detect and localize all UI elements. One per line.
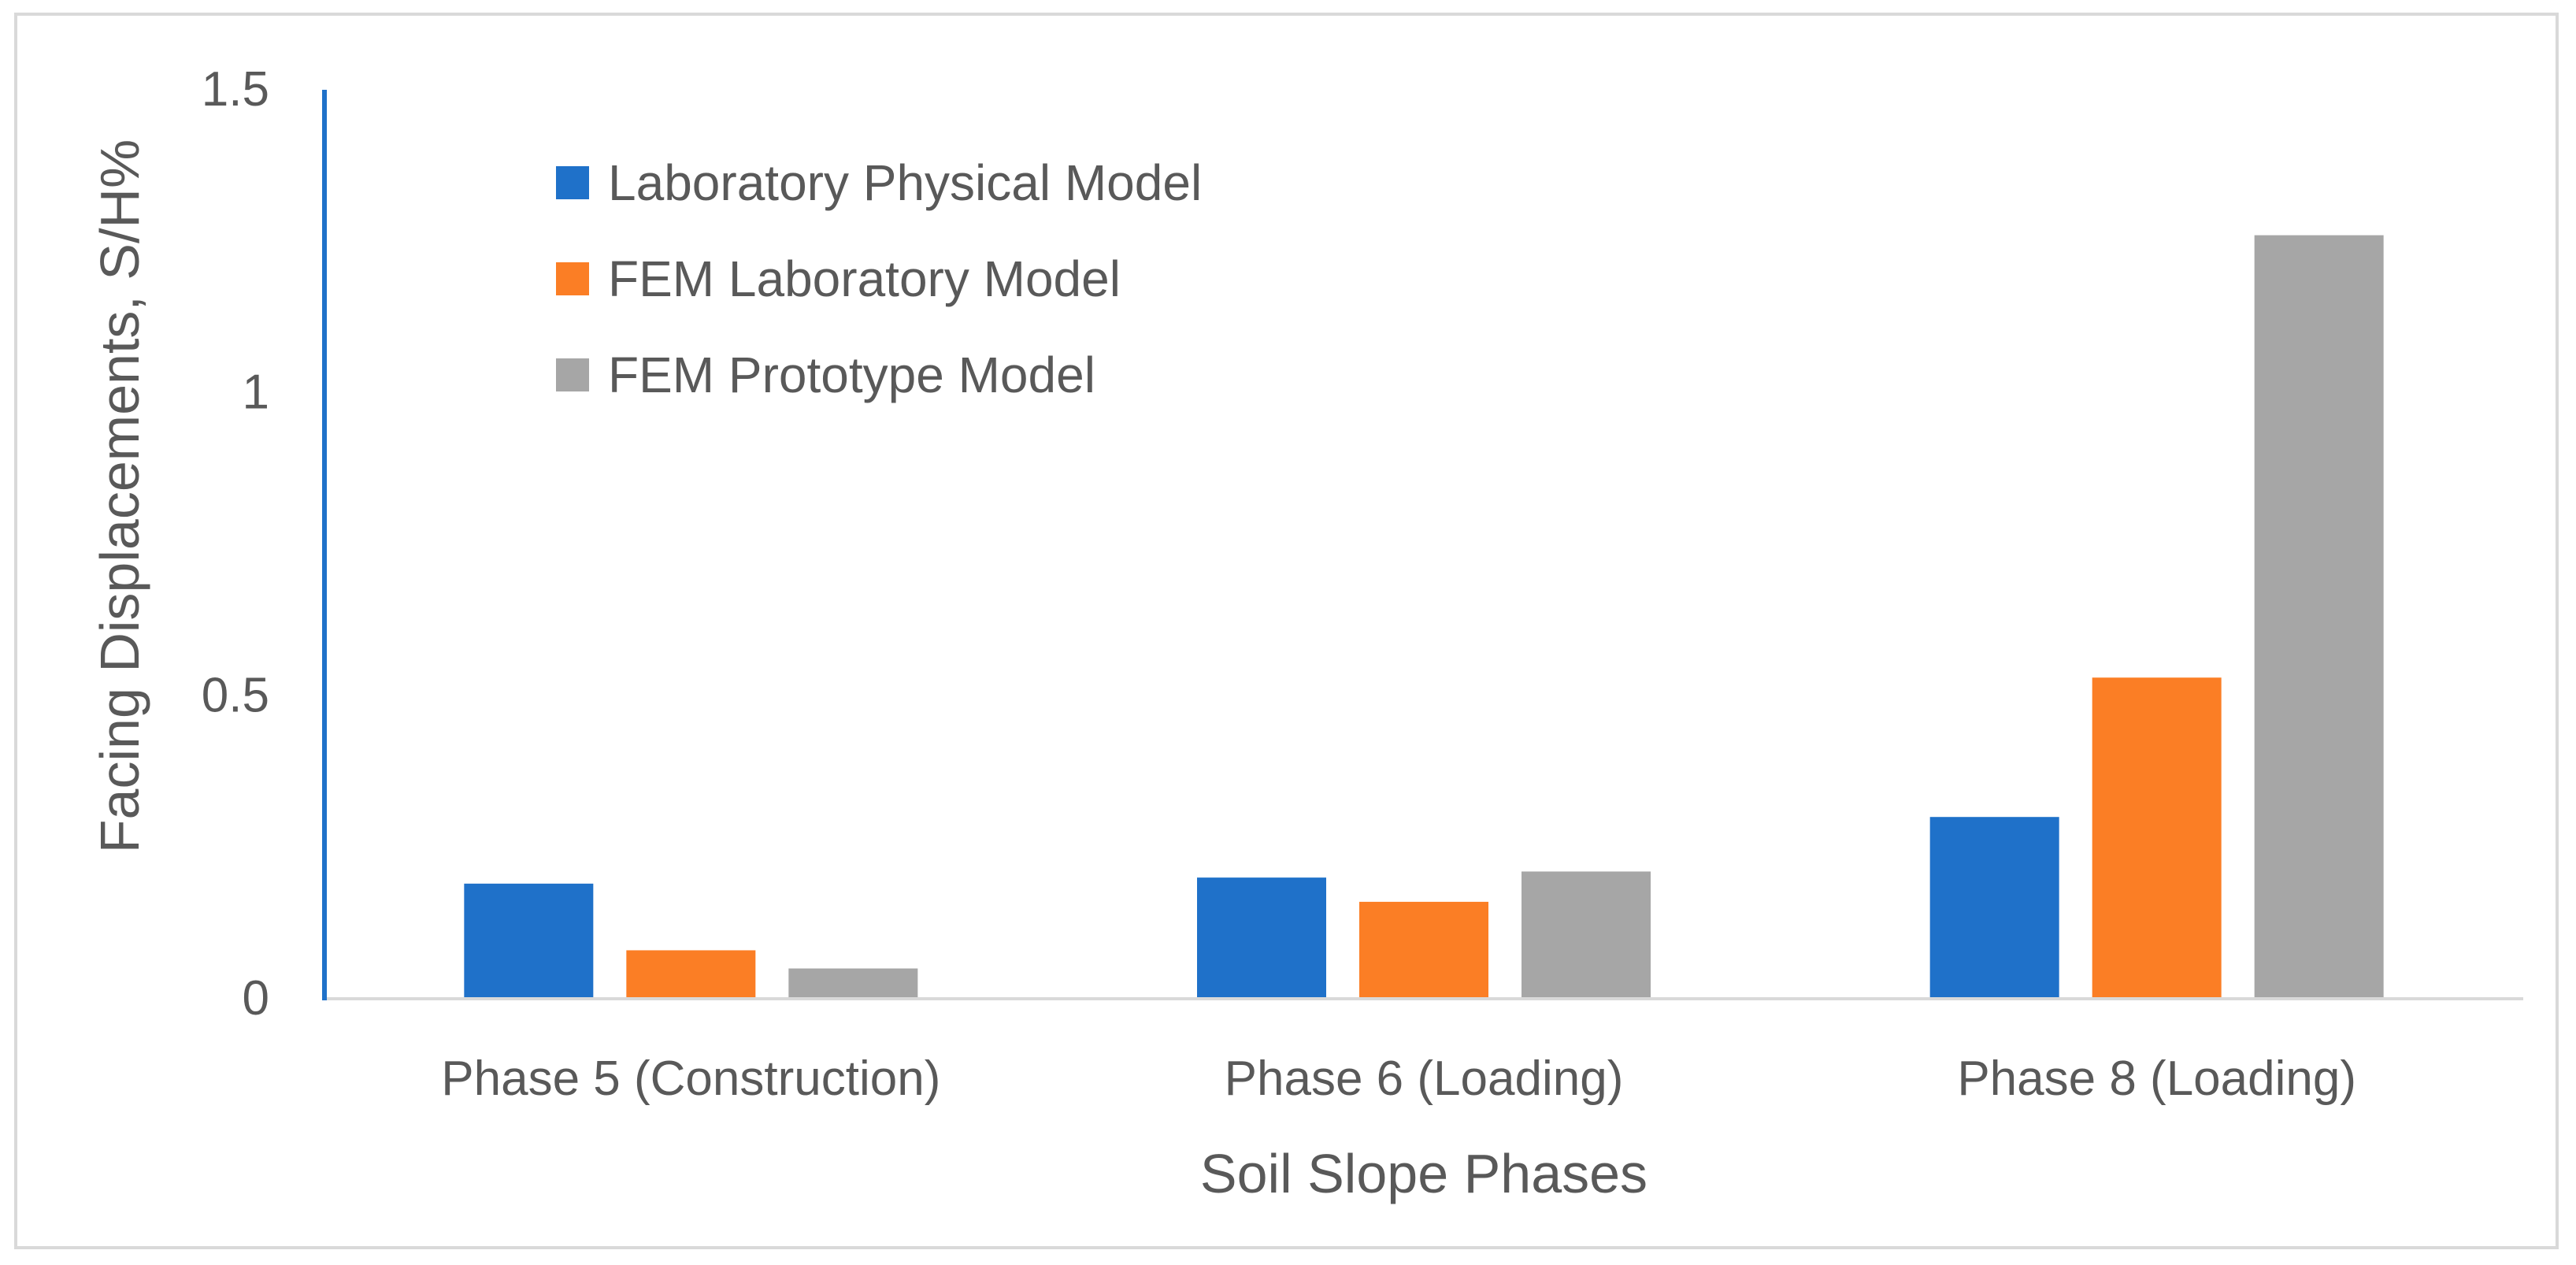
bar-1-2	[1197, 877, 1326, 999]
chart-frame	[14, 13, 2559, 1249]
x-tick-label: Phase 5 (Construction)	[441, 1052, 940, 1106]
legend-label: FEM Laboratory Model	[608, 250, 1121, 307]
y-axis-title: Facing Displacements, S/H%	[89, 139, 150, 853]
y-tick-label: 1	[243, 365, 269, 420]
y-tick-label: 0	[243, 971, 269, 1026]
legend-swatch	[556, 262, 589, 295]
x-tick-labels: Phase 5 (Construction) Phase 6 (Loading) P…	[441, 1052, 2356, 1106]
bar-1-3	[1929, 817, 2059, 999]
bar-3-1	[788, 968, 918, 999]
legend-swatch	[556, 166, 589, 199]
legend-label: Laboratory Physical Model	[608, 154, 1202, 211]
bar-2-1	[626, 950, 756, 999]
legend: Laboratory Physical Model FEM Laboratory …	[556, 154, 1202, 403]
bar-3-3	[2254, 235, 2384, 999]
bar-3-2	[1522, 871, 1651, 999]
y-tick-labels: 0 0.5 1 1.5	[202, 62, 269, 1026]
bars-layer	[464, 235, 2384, 999]
x-axis-title: Soil Slope Phases	[1200, 1143, 1648, 1204]
legend-swatch	[556, 358, 589, 391]
bar-2-2	[1359, 901, 1488, 999]
bar-2-3	[2092, 677, 2222, 999]
y-tick-label: 0.5	[202, 668, 269, 722]
x-tick-label: Phase 6 (Loading)	[1225, 1052, 1624, 1106]
x-tick-label: Phase 8 (Loading)	[1957, 1052, 2356, 1106]
legend-label: FEM Prototype Model	[608, 347, 1095, 403]
y-tick-label: 1.5	[202, 62, 269, 117]
bar-1-1	[464, 883, 594, 999]
